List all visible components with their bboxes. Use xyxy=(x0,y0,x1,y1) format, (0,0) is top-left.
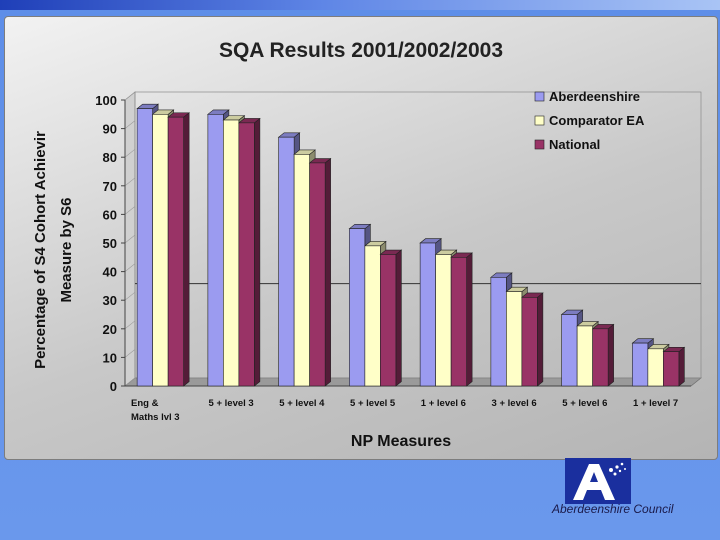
bar-side xyxy=(678,346,685,387)
bar-aberdeenshire xyxy=(207,114,224,387)
y-tick-label: 50 xyxy=(103,236,117,251)
x-tick-label: 1 + level 6 xyxy=(421,398,466,409)
y-tick-label: 10 xyxy=(103,350,117,365)
x-tick-label: 5 + level 5 xyxy=(350,398,396,409)
bar-national xyxy=(238,122,255,387)
bar-national xyxy=(521,297,538,387)
y-tick-label: 60 xyxy=(103,207,117,222)
bar-aberdeenshire xyxy=(490,277,507,387)
bar-chart: 0 10 20 30 40 50 60 70 80 90 100 Eng & Maths lvl 3 5 … xyxy=(32,39,702,450)
bar-national xyxy=(309,162,326,387)
legend-swatch-national xyxy=(534,139,545,150)
legend-swatch-aberdeenshire xyxy=(534,91,545,102)
footer-organization: Aberdeenshire Council xyxy=(552,502,674,516)
y-axis-label: Measure by S6 xyxy=(58,197,75,302)
y-tick-label: 80 xyxy=(103,150,117,165)
bar-side xyxy=(183,112,190,387)
bar-national xyxy=(450,257,467,387)
bar-national xyxy=(167,116,184,387)
y-tick-label: 0 xyxy=(110,379,117,394)
y-tick-depth xyxy=(124,234,136,244)
x-tick-label: Maths lvl 3 xyxy=(131,412,180,423)
y-axis-label: Percentage of S4 Cohort Achievir xyxy=(32,131,49,369)
y-tick-label: 90 xyxy=(103,122,117,137)
y-tick-depth xyxy=(124,320,136,330)
bar-national xyxy=(592,328,609,387)
chart-panel: 0 10 20 30 40 50 60 70 80 90 100 Eng & Maths lvl 3 5 … xyxy=(4,16,718,460)
y-tick-depth xyxy=(124,120,136,129)
x-tick-label: 5 + level 6 xyxy=(562,398,607,409)
bar-side xyxy=(395,249,402,387)
y-tick-depth xyxy=(124,177,136,187)
bar-aberdeenshire xyxy=(561,314,578,387)
x-tick-label: 1 + level 7 xyxy=(633,398,678,409)
bar-comparator-ea xyxy=(152,114,169,387)
y-tick-depth xyxy=(124,349,136,358)
bar-aberdeenshire xyxy=(136,108,153,387)
bar-national xyxy=(663,351,680,387)
bar-side xyxy=(537,292,544,387)
bar-aberdeenshire xyxy=(419,242,436,387)
legend-label: Aberdeenshire xyxy=(549,89,640,104)
y-tick-depth xyxy=(124,91,136,101)
y-tick-label: 20 xyxy=(103,322,117,337)
legend-label: Comparator EA xyxy=(549,113,645,128)
council-logo xyxy=(565,458,631,504)
x-tick-label: 5 + level 4 xyxy=(279,398,325,409)
bar-comparator-ea xyxy=(364,245,381,387)
bar-comparator-ea xyxy=(506,291,523,387)
y-tick-depth xyxy=(124,263,136,272)
chart-title: SQA Results 2001/2002/2003 xyxy=(219,39,503,62)
y-tick-depth xyxy=(124,377,136,387)
y-tick-depth xyxy=(124,206,136,215)
legend-label: National xyxy=(549,137,600,152)
x-tick-label: 5 + level 3 xyxy=(209,398,254,409)
bar-aberdeenshire xyxy=(349,228,366,387)
y-tick-label: 30 xyxy=(103,293,117,308)
bar-comparator-ea xyxy=(647,348,664,387)
bar-national xyxy=(380,254,397,387)
bar-side xyxy=(466,252,473,387)
bar-aberdeenshire xyxy=(278,136,295,387)
x-axis-label: NP Measures xyxy=(351,433,451,450)
bar-comparator-ea xyxy=(223,119,240,387)
x-tick-label: 3 + level 6 xyxy=(492,398,537,409)
bar-comparator-ea xyxy=(435,254,452,387)
legend-swatch-comparator-ea xyxy=(534,115,545,126)
y-tick-label: 70 xyxy=(103,179,117,194)
y-tick-depth xyxy=(124,148,136,158)
y-tick-label: 40 xyxy=(103,265,117,280)
bar-comparator-ea xyxy=(293,154,310,387)
y-tick-label: 100 xyxy=(95,93,117,108)
bar-comparator-ea xyxy=(576,325,593,387)
bar-side xyxy=(254,117,261,387)
bar-side xyxy=(324,157,331,387)
x-tick-label: Eng & xyxy=(131,398,159,409)
bar-side xyxy=(607,323,614,387)
bar-aberdeenshire xyxy=(632,342,649,387)
y-tick-depth xyxy=(124,291,136,301)
